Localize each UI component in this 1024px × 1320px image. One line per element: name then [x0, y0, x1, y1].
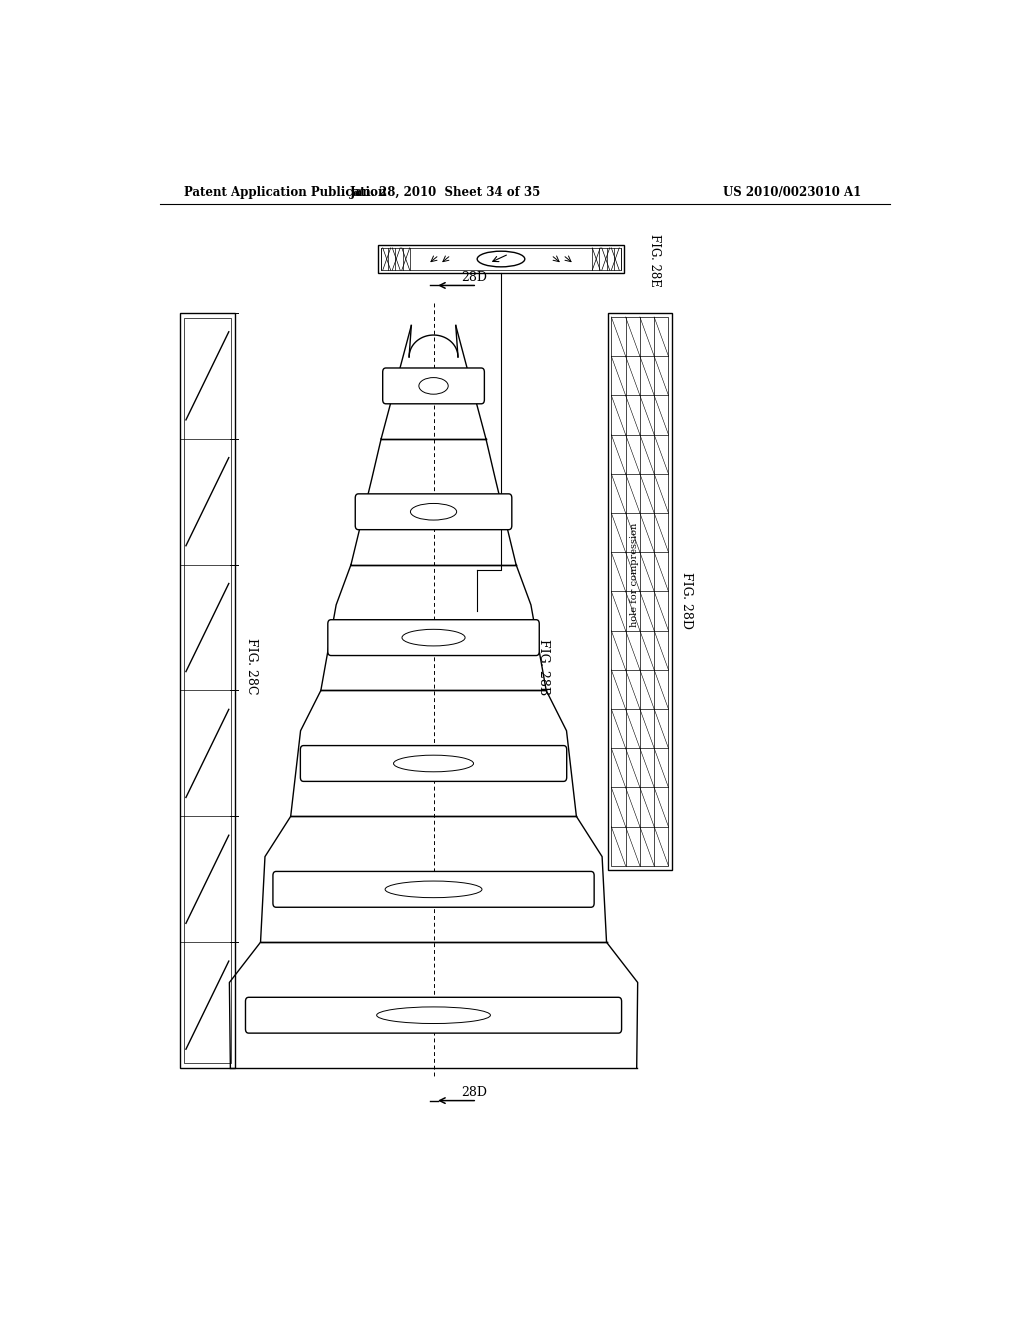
Bar	[179, 313, 236, 1068]
Ellipse shape	[419, 378, 449, 395]
Bar	[608, 313, 672, 870]
Ellipse shape	[393, 755, 473, 772]
Text: FIG. 28B: FIG. 28B	[537, 639, 550, 694]
Ellipse shape	[402, 630, 465, 645]
FancyBboxPatch shape	[383, 368, 484, 404]
FancyBboxPatch shape	[355, 494, 512, 529]
FancyBboxPatch shape	[300, 746, 566, 781]
Text: hole for compression: hole for compression	[630, 523, 639, 627]
FancyBboxPatch shape	[328, 619, 540, 656]
Text: FIG. 28D: FIG. 28D	[680, 572, 692, 630]
Ellipse shape	[411, 503, 457, 520]
Text: Jan. 28, 2010  Sheet 34 of 35: Jan. 28, 2010 Sheet 34 of 35	[350, 186, 541, 199]
Bar	[378, 244, 624, 273]
FancyBboxPatch shape	[246, 998, 622, 1034]
Bar	[611, 317, 669, 866]
Text: FIG. 28C: FIG. 28C	[246, 639, 258, 694]
Text: 28D: 28D	[462, 1086, 487, 1100]
FancyBboxPatch shape	[273, 871, 594, 907]
Text: 28D: 28D	[462, 271, 487, 284]
Text: FIG. 28E: FIG. 28E	[648, 234, 660, 286]
Ellipse shape	[377, 1007, 490, 1023]
Text: US 2010/0023010 A1: US 2010/0023010 A1	[723, 186, 861, 199]
Text: Patent Application Publication: Patent Application Publication	[183, 186, 386, 199]
Bar	[183, 318, 231, 1063]
Ellipse shape	[477, 251, 524, 267]
Ellipse shape	[385, 880, 482, 898]
Bar	[381, 248, 621, 271]
